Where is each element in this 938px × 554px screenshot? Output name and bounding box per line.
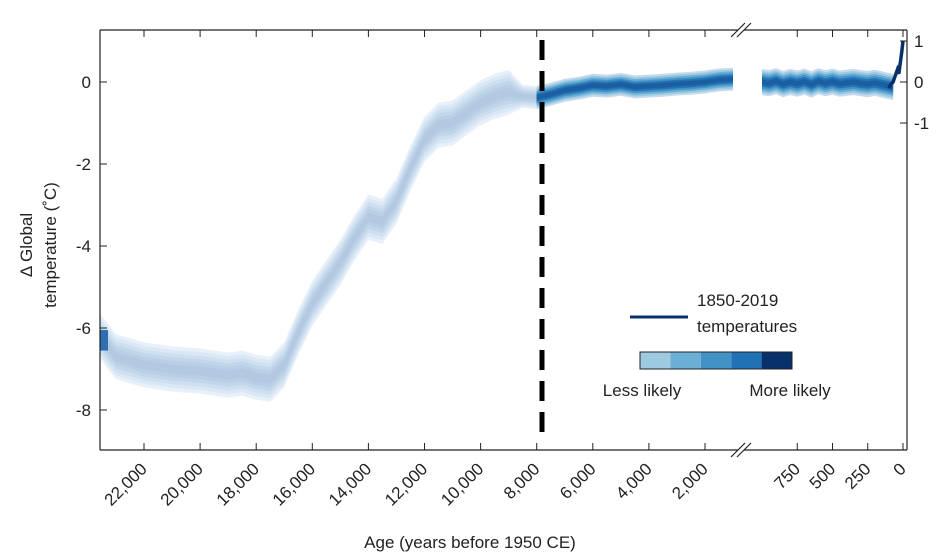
x-tick-label: 18,000: [213, 459, 263, 509]
likelihood-scale-frame: [639, 351, 793, 370]
likelihood-swatch: [640, 352, 671, 369]
glacial-band-1: [100, 73, 537, 399]
right-y-tick-label: 1: [914, 32, 923, 51]
left-edge-band: [100, 330, 108, 351]
x-tick-label-right: 0: [890, 459, 910, 479]
instrumental-1850-2019-line: [887, 40, 905, 89]
x-axis-title: Age (years before 1950 CE): [364, 533, 576, 552]
likelihood-swatch: [670, 352, 701, 369]
likelihood-swatch: [761, 352, 792, 369]
y-axis-title-line1: Δ Global: [17, 213, 36, 277]
x-tick-label: 10,000: [437, 459, 487, 509]
x-tick-label-right: 750: [771, 459, 804, 492]
x-tick-label-right: 500: [806, 459, 839, 492]
glacial-band-5: [100, 87, 537, 384]
x-tick-label-right: 250: [841, 459, 874, 492]
likelihood-swatch: [731, 352, 762, 369]
legend: 1850-2019 temperatures Less likely More …: [603, 291, 831, 400]
left-panel-bands: [100, 67, 733, 402]
y-tick-label: -2: [76, 155, 91, 174]
holocene-band-5: [536, 76, 733, 100]
x-tick-label: 16,000: [269, 459, 319, 509]
holocene-median-line: [536, 78, 734, 99]
axis-break-bottom: [730, 442, 752, 458]
glacial-band-4: [100, 84, 537, 388]
x-tick-label: 12,000: [381, 459, 431, 509]
x-tick-label: 20,000: [157, 459, 207, 509]
right-y-tick-label: 0: [914, 73, 923, 92]
y-tick-label: -6: [76, 319, 91, 338]
legend-line-label-2: temperatures: [697, 317, 797, 336]
x-tick-label: 6,000: [556, 459, 600, 503]
legend-line-label-1: 1850-2019: [697, 291, 778, 310]
likelihood-color-scale: [640, 352, 792, 369]
series-lines: [536, 40, 905, 99]
x-tick-label: 8,000: [500, 459, 544, 503]
axis-break-top: [730, 22, 752, 38]
x-tick-label: 14,000: [325, 459, 375, 509]
recent-band-5: [762, 78, 894, 90]
legend-less-likely: Less likely: [603, 381, 682, 400]
legend-more-likely: More likely: [749, 381, 831, 400]
right-panel-bands: [762, 68, 894, 100]
y-tick-label: 0: [82, 73, 91, 92]
x-tick-label: 22,000: [101, 459, 151, 509]
y-tick-label: -4: [76, 237, 91, 256]
likelihood-swatch: [700, 352, 732, 369]
y-axis-title-line2: temperature (˚C): [41, 182, 60, 308]
y-tick-label: -8: [76, 401, 91, 420]
x-tick-label: 2,000: [668, 459, 712, 503]
right-y-tick-label: -1: [914, 114, 929, 133]
x-tick-label: 4,000: [612, 459, 656, 503]
recent-median-line: [761, 80, 894, 88]
